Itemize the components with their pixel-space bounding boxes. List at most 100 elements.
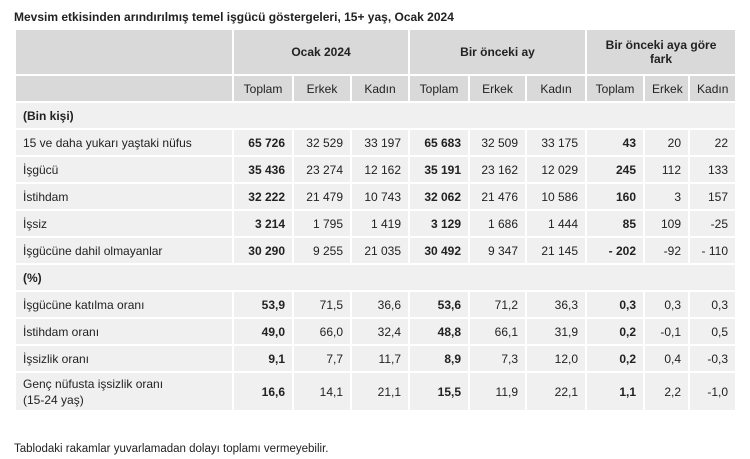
row-label: İşgücüne katılma oranı bbox=[14, 290, 234, 319]
cell: 14,1 bbox=[292, 371, 352, 412]
cell: 22 bbox=[688, 128, 738, 157]
cell: 66,1 bbox=[468, 317, 528, 346]
cell: 245 bbox=[585, 155, 646, 184]
row-label: İşgücüne dahil olmayanlar bbox=[14, 236, 234, 265]
cell: 1 419 bbox=[349, 209, 411, 238]
group-header: Ocak 2024 bbox=[231, 28, 411, 76]
cell: -92 bbox=[643, 236, 691, 265]
row: İstihdam oranı 49,0 66,0 32,4 48,8 66,1 31,9 0,… bbox=[14, 317, 738, 346]
cell: 65 726 bbox=[232, 128, 294, 157]
cell: 3 129 bbox=[408, 209, 471, 238]
cell: 109 bbox=[643, 209, 691, 238]
cell: 8,9 bbox=[408, 344, 471, 373]
title: Mevsim etkisinden arındırılmış temel işg… bbox=[14, 10, 454, 24]
row: İşgücüne dahil olmayanlar 30 290 9 255 21 0… bbox=[14, 236, 738, 265]
cell: 48,8 bbox=[408, 317, 471, 346]
cell: 1 795 bbox=[292, 209, 352, 238]
cell: -0,1 bbox=[643, 317, 691, 346]
row: 15 ve daha yukarı yaştaki nüfus 65 726 32 … bbox=[14, 128, 738, 157]
cell: 32 222 bbox=[232, 182, 294, 211]
footnote: Tablodaki rakamlar yuvarlamadan dolayı t… bbox=[14, 443, 329, 455]
cell: 0,5 bbox=[688, 317, 738, 346]
corner bbox=[14, 28, 234, 76]
row: İşgücü 35 436 23 274 12 162 35 191 23 162 12 0… bbox=[14, 155, 738, 184]
row-label: İstihdam oranı bbox=[14, 317, 234, 346]
column-header: Erkek bbox=[468, 74, 528, 103]
cell: 43 bbox=[585, 128, 646, 157]
section-label: (%) bbox=[13, 263, 738, 292]
cell: 71,5 bbox=[292, 290, 352, 319]
group-header: Bir önceki ay bbox=[408, 28, 588, 76]
cell: 21 145 bbox=[525, 236, 588, 265]
cell: 1 444 bbox=[525, 209, 588, 238]
section-label: (Bin kişi) bbox=[13, 101, 738, 130]
cell: 7,3 bbox=[468, 344, 528, 373]
cell: 33 197 bbox=[349, 128, 411, 157]
cell: 7,7 bbox=[292, 344, 352, 373]
cell: 157 bbox=[688, 182, 738, 211]
cell: 12 029 bbox=[525, 155, 588, 184]
cell: 30 492 bbox=[408, 236, 471, 265]
cell: 16,6 bbox=[232, 371, 294, 412]
cell: 3 214 bbox=[232, 209, 294, 238]
cell: 0,3 bbox=[643, 290, 691, 319]
row-label: İşgücü bbox=[14, 155, 234, 184]
row: İstihdam 32 222 21 479 10 743 32 062 21 476 10… bbox=[14, 182, 738, 211]
cell: 15,5 bbox=[408, 371, 471, 412]
cell: 10 743 bbox=[349, 182, 411, 211]
cell: -25 bbox=[688, 209, 738, 238]
cell: 30 290 bbox=[232, 236, 294, 265]
cell: 85 bbox=[585, 209, 646, 238]
cell: 23 274 bbox=[292, 155, 352, 184]
cell: 3 bbox=[643, 182, 691, 211]
cell: - 110 bbox=[688, 236, 738, 265]
cell: 35 191 bbox=[408, 155, 471, 184]
table-header: Ocak 2024 Bir önceki ay Bir önceki aya gör… bbox=[14, 28, 738, 103]
corner bbox=[14, 74, 234, 103]
cell: 35 436 bbox=[232, 155, 294, 184]
row: (%) bbox=[13, 263, 738, 292]
cell: 2,2 bbox=[643, 371, 691, 412]
cell: 32,4 bbox=[349, 317, 411, 346]
cell: 9 347 bbox=[468, 236, 528, 265]
cell: 12 162 bbox=[349, 155, 411, 184]
cell: 31,9 bbox=[525, 317, 588, 346]
cell: 53,9 bbox=[232, 290, 294, 319]
cell: 1 686 bbox=[468, 209, 528, 238]
cell: 0,2 bbox=[585, 317, 646, 346]
cell: 21,1 bbox=[349, 371, 411, 412]
cell: 49,0 bbox=[232, 317, 294, 346]
cell: 23 162 bbox=[468, 155, 528, 184]
cell: 66,0 bbox=[292, 317, 352, 346]
cell: 112 bbox=[643, 155, 691, 184]
cell: 32 509 bbox=[468, 128, 528, 157]
cell: -1,0 bbox=[688, 371, 738, 412]
cell: - 202 bbox=[585, 236, 646, 265]
column-header: Erkek bbox=[292, 74, 352, 103]
cell: 20 bbox=[643, 128, 691, 157]
cell: 33 175 bbox=[525, 128, 588, 157]
row: Genç nüfusta işsizlik oranı (15-24 yaş) 1… bbox=[14, 371, 738, 412]
row-label: İstihdam bbox=[14, 182, 234, 211]
cell: 0,4 bbox=[643, 344, 691, 373]
row: İşsiz 3 214 1 795 1 419 3 129 1 686 1 444 85 109… bbox=[14, 209, 738, 238]
cell: 53,6 bbox=[408, 290, 471, 319]
cell: 1,1 bbox=[585, 371, 646, 412]
row-label: 15 ve daha yukarı yaştaki nüfus bbox=[14, 128, 234, 157]
cell: 0,3 bbox=[688, 290, 738, 319]
cell: -0,3 bbox=[688, 344, 738, 373]
cell: 71,2 bbox=[468, 290, 528, 319]
column-header: Kadın bbox=[525, 74, 588, 103]
cell: 160 bbox=[585, 182, 646, 211]
cell: 21 035 bbox=[349, 236, 411, 265]
cell: 10 586 bbox=[525, 182, 588, 211]
column-header: Erkek bbox=[643, 74, 691, 103]
cell: 0,3 bbox=[585, 290, 646, 319]
cell: 9,1 bbox=[232, 344, 294, 373]
cell: 21 476 bbox=[468, 182, 528, 211]
cell: 11,7 bbox=[349, 344, 411, 373]
cell: 11,9 bbox=[468, 371, 528, 412]
column-header: Toplam bbox=[585, 74, 646, 103]
table-body: (Bin kişi) 15 ve daha yukarı yaştaki nüfu… bbox=[13, 101, 738, 412]
cell: 32 529 bbox=[292, 128, 352, 157]
